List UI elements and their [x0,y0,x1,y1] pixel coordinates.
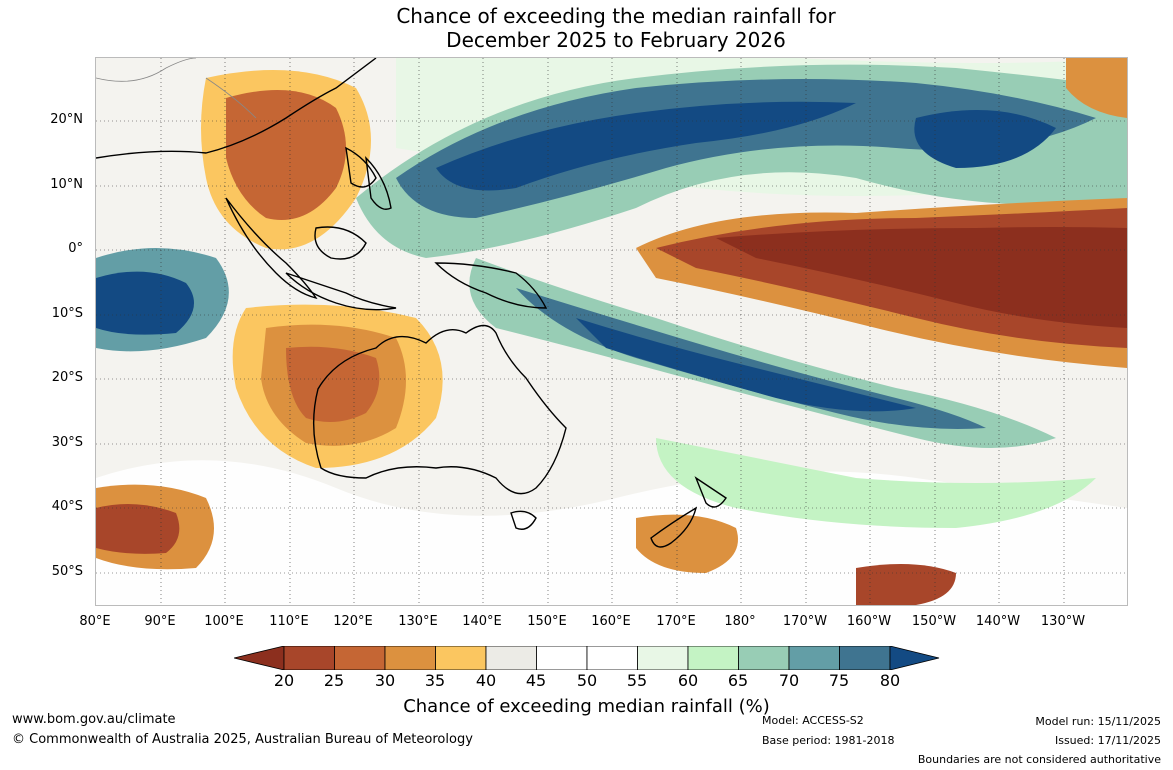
lon-label-90e: 90°E [144,614,176,629]
colorbar-arrow-low [234,646,285,670]
colorbar-title: Chance of exceeding median rainfall (%) [403,696,770,717]
colorbar-tick-45: 45 [525,671,547,690]
issued-text: Issued: 17/11/2025 [1054,734,1161,747]
lat-label-20s: 20°S [51,370,83,385]
colorbar [234,646,940,670]
lon-label-160w: 160°W [846,614,892,629]
title-line-2: December 2025 to February 2026 [446,28,786,52]
lon-label-110e: 110°E [269,614,309,629]
lon-label-140w: 140°W [975,614,1021,629]
colorbar-tick-70: 70 [778,671,800,690]
colorbar-tick-30: 30 [374,671,396,690]
lon-label-170e: 170°E [656,614,696,629]
colorbar-segment [839,646,891,670]
lat-label-50s: 50°S [51,564,83,579]
lon-label-140e: 140°E [462,614,502,629]
rainfall-map [95,57,1128,606]
lon-label-150w: 150°W [911,614,957,629]
lat-label-10s: 10°S [51,306,83,321]
colorbar-segment [738,646,790,670]
colorbar-tick-50: 50 [576,671,598,690]
colorbar-tick-55: 55 [626,671,648,690]
colorbar-tick-40: 40 [475,671,497,690]
colorbar-segment [384,646,436,670]
lat-label-20n: 20°N [50,112,83,127]
colorbar-segment [536,646,588,670]
lon-label-130w: 130°W [1040,614,1086,629]
model-text: Model: ACCESS-S2 [762,714,864,727]
bom-url-link[interactable]: www.bom.gov.au/climate [12,712,176,727]
copyright-text: © Commonwealth of Australia 2025, Austra… [12,732,473,747]
title-line-1: Chance of exceeding the median rainfall … [396,4,836,28]
colorbar-tick-35: 35 [424,671,446,690]
lon-label-170w: 170°W [782,614,828,629]
lat-label-30s: 30°S [51,435,83,450]
lon-label-120e: 120°E [333,614,373,629]
model-run-text: Model run: 15/11/2025 [1035,715,1161,728]
disclaimer-text: Boundaries are not considered authoritat… [917,753,1161,766]
colorbar-tick-65: 65 [727,671,749,690]
colorbar-segment [485,646,537,670]
lon-label-180: 180° [724,614,756,629]
colorbar-segment [334,646,386,670]
colorbar-segment [637,646,689,670]
lat-label-40s: 40°S [51,499,83,514]
lon-label-160e: 160°E [591,614,631,629]
lat-label-0: 0° [68,241,83,256]
colorbar-segment [788,646,840,670]
rainfall-map-canvas [96,58,1127,605]
lon-label-150e: 150°E [527,614,567,629]
lon-label-130e: 130°E [398,614,438,629]
colorbar-segment [283,646,335,670]
colorbar-tick-25: 25 [323,671,345,690]
colorbar-tick-75: 75 [828,671,850,690]
map-title: Chance of exceeding the median rainfall … [0,4,1173,52]
colorbar-segment [687,646,739,670]
colorbar-segment [435,646,487,670]
colorbar-arrow-high [889,646,940,670]
colorbar-segment [586,646,638,670]
base-period-text: Base period: 1981-2018 [762,734,895,747]
colorbar-tick-60: 60 [677,671,699,690]
lon-label-100e: 100°E [204,614,244,629]
lon-label-80e: 80°E [79,614,111,629]
lat-label-10n: 10°N [50,177,83,192]
colorbar-tick-20: 20 [273,671,295,690]
colorbar-tick-80: 80 [879,671,901,690]
